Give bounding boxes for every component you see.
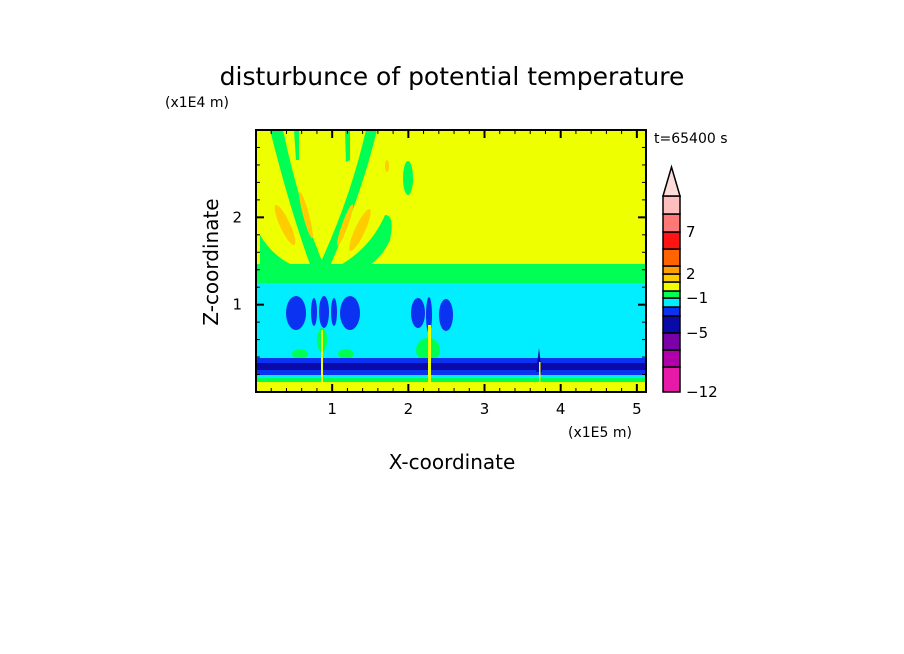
x-axis-label: X-coordinate	[389, 450, 516, 474]
y-tick-label: 1	[232, 296, 242, 314]
colorbar-swatch	[662, 248, 681, 267]
colorbar: −12−5−127	[661, 164, 718, 401]
colorbar-swatch	[662, 297, 681, 308]
colorbar-swatch	[662, 290, 681, 299]
plot-frame	[255, 129, 647, 393]
x-tick-label: 5	[632, 400, 642, 418]
y-tick-label: 2	[232, 208, 242, 226]
colorbar-swatch	[662, 281, 681, 292]
field-cyan-thin	[256, 375, 646, 379]
colorbar-label: −12	[686, 383, 718, 401]
contour-field	[256, 130, 646, 392]
x-tick-label: 3	[480, 400, 490, 418]
colorbar-swatch	[662, 231, 681, 250]
field-green-thin	[256, 378, 646, 383]
blue-blobs	[286, 296, 453, 333]
x-tick-label: 4	[556, 400, 566, 418]
colorbar-label: 7	[686, 223, 696, 241]
colorbar-swatch	[662, 332, 681, 351]
colorbar-swatch	[662, 315, 681, 334]
field-green-band	[256, 264, 646, 286]
colorbar-extend-triangle	[661, 164, 682, 197]
x-scale-label: (x1E5 m)	[568, 425, 632, 441]
colorbar-label: −1	[686, 289, 708, 307]
x-tick-label: 1	[327, 400, 337, 418]
orange-streaks	[274, 160, 389, 251]
axis-ticks: 1 2 3 4 5 1 2	[232, 130, 646, 418]
colorbar-swatch	[662, 265, 681, 275]
colorbar-swatch	[662, 213, 681, 233]
colorbar-swatch	[662, 306, 681, 317]
time-label: t=65400 s	[654, 131, 728, 147]
colorbar-swatch	[662, 349, 681, 368]
colorbar-swatch	[662, 366, 681, 393]
field-navy-band	[256, 363, 646, 370]
chart-title: disturbunce of potential temperature	[220, 62, 685, 91]
colorbar-swatch	[662, 273, 681, 283]
mountain-spikes	[321, 325, 542, 392]
colorbar-label: −5	[686, 324, 708, 342]
y-axis-label: Z-coordinate	[199, 198, 223, 325]
x-tick-label: 2	[404, 400, 414, 418]
colorbar-label: 2	[686, 265, 696, 283]
y-scale-label: (x1E4 m)	[165, 95, 229, 111]
field-surface-yellow	[256, 382, 646, 392]
colorbar-swatch	[662, 195, 681, 215]
